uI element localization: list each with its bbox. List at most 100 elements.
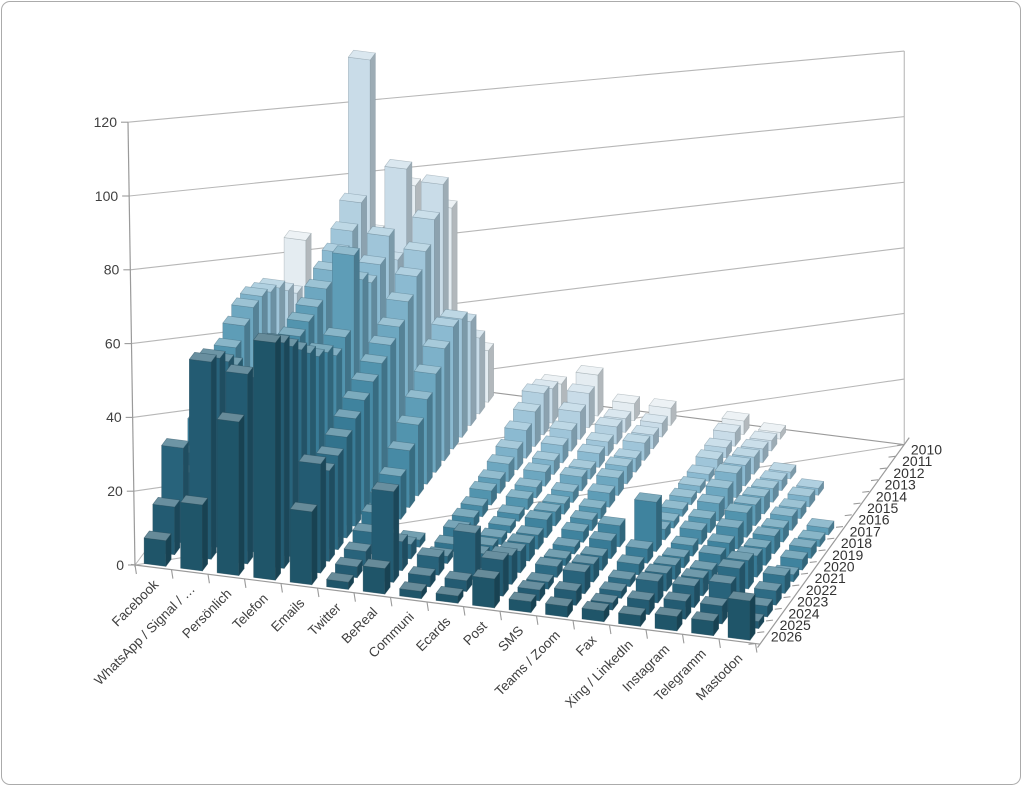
category-axis-tick — [134, 564, 137, 575]
bar-bereal-2025 — [371, 481, 400, 583]
year-axis-tick — [818, 549, 826, 552]
year-axis-tick — [757, 631, 765, 634]
bar-xing-linkedin-2026 — [618, 605, 647, 627]
gridline — [130, 181, 905, 271]
category-label: Twitter — [305, 600, 344, 639]
year-axis-tick — [835, 525, 844, 528]
category-label: Ecards — [413, 614, 453, 654]
year-axis-tick — [792, 584, 800, 587]
year-label: 2019 — [832, 547, 863, 563]
year-label: 2023 — [797, 594, 828, 610]
category-axis-tick — [681, 634, 685, 644]
category-label: Emails — [268, 595, 307, 634]
bar-communi-2026 — [399, 581, 428, 600]
category-axis-tick — [243, 578, 247, 588]
bar-fax-2016 — [669, 487, 698, 506]
bar-pers-nlich-2026 — [216, 411, 245, 576]
year-label: 2014 — [876, 488, 907, 504]
value-axis-label: 100 — [95, 188, 119, 204]
bar-post-2014 — [577, 443, 606, 468]
category-axis-tick — [426, 601, 429, 612]
bar-instagram-2026 — [654, 606, 683, 632]
gridline — [127, 50, 905, 123]
year-label: 2016 — [858, 512, 889, 528]
bar-ecards-2025 — [444, 570, 473, 592]
bar-telefon-2026 — [253, 332, 282, 581]
value-axis-label: 0 — [116, 557, 124, 573]
year-axis-tick — [748, 642, 756, 645]
year-label: 2012 — [893, 465, 924, 481]
bar-post-2026 — [472, 568, 501, 609]
category-axis-tick — [462, 606, 466, 616]
bar-bereal-2026 — [362, 558, 391, 595]
value-axis-label: 40 — [106, 409, 122, 425]
category-axis-tick — [535, 615, 539, 625]
year-axis-tick — [888, 455, 896, 458]
bar-ecards-2026 — [435, 585, 464, 604]
category-axis-tick — [353, 592, 356, 602]
category-axis-tick — [718, 638, 721, 649]
category-axis-tick — [207, 574, 210, 584]
year-axis — [757, 437, 910, 648]
year-label: 2017 — [850, 523, 881, 539]
bar-telegramm-2026 — [691, 611, 720, 637]
category-label: Fax — [573, 632, 600, 659]
year-label: 2024 — [788, 605, 819, 621]
year-label: 2021 — [815, 570, 846, 586]
bar-fax-2026 — [581, 600, 610, 623]
year-label: 2025 — [780, 617, 811, 633]
category-axis-tick — [572, 620, 575, 630]
year-axis-tick — [827, 537, 835, 540]
category-axis-tick — [280, 583, 283, 593]
bar-whatsapp-signal--2026 — [180, 494, 208, 572]
year-axis-tick — [809, 561, 817, 563]
category-label: SMS — [495, 623, 526, 654]
bar-fax-2015 — [677, 476, 706, 494]
category-axis — [130, 563, 760, 645]
year-axis-tick — [897, 444, 905, 446]
year-axis-tick — [765, 619, 774, 622]
bar-fax-2020 — [634, 492, 663, 552]
bar-teams-zoom-2026 — [545, 596, 574, 618]
bar-fax-2013 — [695, 449, 724, 471]
year-axis-tick — [870, 479, 879, 482]
category-axis-tick — [389, 597, 393, 607]
year-label: 2015 — [867, 500, 898, 516]
bar-emails-2026 — [289, 501, 318, 586]
year-axis-tick — [844, 514, 852, 517]
category-label: Post — [460, 618, 490, 648]
value-axis-label: 20 — [107, 483, 123, 499]
category-axis-tick — [645, 629, 648, 639]
gridline — [129, 116, 905, 197]
year-axis-tick — [774, 607, 782, 610]
year-label: 2018 — [841, 535, 872, 551]
year-label: 2013 — [885, 477, 916, 493]
bar-sms-2026 — [508, 591, 537, 613]
value-axis-label: 80 — [104, 262, 120, 278]
bar-mastodon-2026 — [727, 590, 756, 641]
bar-twitter-2026 — [326, 572, 355, 590]
category-axis-tick — [499, 611, 502, 621]
category-label: Telefon — [230, 591, 271, 632]
bar-facebook-2026 — [143, 530, 172, 567]
year-axis-tick — [853, 502, 861, 505]
year-axis-tick — [879, 467, 887, 470]
category-axis-tick — [170, 569, 174, 579]
category-axis-tick — [754, 643, 758, 653]
bar-xing-linkedin-2025 — [626, 590, 655, 616]
year-label: 2011 — [902, 453, 932, 469]
year-label: 2020 — [823, 558, 854, 574]
value-axis-label: 120 — [94, 114, 118, 130]
year-axis-tick — [800, 572, 809, 575]
bar-fax-2021 — [625, 539, 654, 564]
year-label: 2026 — [771, 629, 802, 645]
year-label: 2010 — [911, 441, 942, 457]
value-axis-label: 60 — [105, 335, 121, 351]
year-axis-tick — [783, 596, 791, 599]
category-axis-tick — [316, 588, 320, 598]
value-axis — [127, 122, 136, 568]
year-label: 2022 — [806, 582, 837, 598]
category-axis-tick — [608, 624, 612, 635]
